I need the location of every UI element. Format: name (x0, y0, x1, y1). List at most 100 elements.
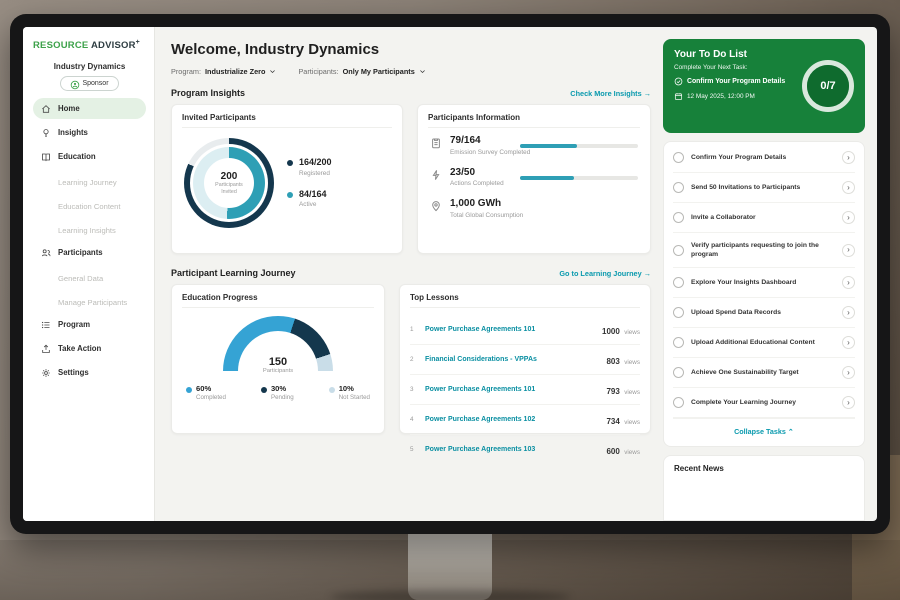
stat-emission-survey: 79/164 Emission Survey Completed (428, 135, 640, 156)
legend-label: Pending (270, 394, 294, 401)
chevron-right-icon[interactable]: › (842, 276, 855, 290)
sidebar-item-insights[interactable]: Insights (33, 122, 146, 143)
sidebar-item-program[interactable]: Program (33, 314, 146, 335)
task-checkbox[interactable] (673, 397, 684, 409)
education-legend-dot (260, 386, 267, 393)
stat-bar-fill (520, 175, 575, 180)
lesson-link[interactable]: Power Purchase Agreements 101 (425, 386, 536, 393)
lesson-link[interactable]: Financial Considerations - VPPAs (425, 356, 537, 363)
lesson-link[interactable]: Power Purchase Agreements 103 (425, 446, 536, 453)
collapse-tasks-link[interactable]: Collapse Tasks ⌃ (673, 418, 855, 443)
task-label: Complete Your Learning Journey (691, 399, 796, 407)
monitor-stand (408, 534, 492, 600)
task-checkbox[interactable] (673, 182, 684, 193)
sidebar-item-participants[interactable]: Participants (33, 242, 146, 263)
sidebar-item-home[interactable]: Home (33, 98, 146, 120)
participants-filter-label: Participants: (298, 67, 339, 76)
filters-row: Program: Industrialize Zero Participants… (171, 67, 651, 76)
task-row-upload-spend-data[interactable]: Upload Spend Data Records › (673, 298, 855, 329)
go-to-learning-journey-link[interactable]: Go to Learning Journey → (559, 269, 651, 278)
education-legend-dot (328, 386, 335, 393)
gauge-center-value: 150 (268, 356, 288, 368)
legend-pct: 10% (338, 384, 354, 393)
sidebar-item-settings[interactable]: Settings (33, 362, 146, 383)
todo-next-task-label: Confirm Your Program Details (687, 78, 786, 85)
legend-label: Not Started (338, 394, 370, 401)
invited-legend-dot (287, 191, 293, 198)
sidebar-item-label: Settings (58, 368, 89, 378)
arrow-right-icon: → (643, 88, 651, 98)
stat-label: Actions Completed (450, 180, 504, 187)
app-logo: RESOURCE ADVISOR+ (33, 39, 146, 51)
task-label: Confirm Your Program Details (691, 153, 787, 161)
lesson-rank: 1 (410, 326, 414, 333)
invited-donut-inner (193, 147, 265, 219)
task-label: Invite a Collaborator (691, 213, 756, 221)
home-icon (41, 104, 51, 114)
link-label: Go to Learning Journey (559, 268, 642, 278)
sidebar-item-learning-journey[interactable]: Learning Journey (58, 177, 117, 187)
task-row-send-invitations[interactable]: Send 50 Invitations to Participants › (673, 173, 855, 203)
task-checkbox[interactable] (673, 277, 684, 289)
todo-next-task[interactable]: Confirm Your Program Details (674, 77, 802, 86)
monitor-frame: RESOURCE ADVISOR+ Industry Dynamics Spon… (10, 14, 890, 534)
task-row-verify-participants[interactable]: Verify participants requesting to join t… (673, 233, 855, 269)
people-icon (41, 248, 51, 258)
task-checkbox[interactable] (673, 152, 684, 163)
task-label: Upload Spend Data Records (691, 309, 781, 317)
progress-bar (520, 144, 638, 148)
stat-global-consumption: 1,000 GWh Total Global Consumption (428, 198, 640, 219)
chevron-right-icon[interactable]: › (842, 336, 855, 350)
upload-arrow-icon (41, 344, 51, 354)
chevron-right-icon[interactable]: › (842, 151, 855, 164)
task-row-invite-collaborator[interactable]: Invite a Collaborator › (673, 203, 855, 233)
invited-legend-dot (287, 159, 293, 166)
sidebar-item-education[interactable]: Education (33, 146, 146, 167)
chevron-right-icon[interactable]: › (842, 211, 855, 224)
check-more-insights-link[interactable]: Check More Insights → (570, 89, 651, 98)
progress-bar (520, 175, 638, 180)
chevron-right-icon[interactable]: › (842, 306, 855, 320)
task-row-explore-insights[interactable]: Explore Your Insights Dashboard › (673, 268, 855, 299)
gear-icon (41, 368, 51, 378)
learning-journey-header: Participant Learning Journey Go to Learn… (171, 268, 651, 278)
task-checkbox[interactable] (673, 212, 684, 223)
invited-donut-chart: 200 Participants Invited (184, 138, 274, 228)
participants-filter-value: Only My Participants (342, 67, 415, 76)
lesson-row: 5 Power Purchase Agreements 103 600 view… (410, 435, 640, 464)
task-row-achieve-target[interactable]: Achieve One Sustainability Target › (673, 358, 855, 389)
legend-item-completed: 60% Completed (186, 384, 226, 401)
sidebar-item-label: Education (58, 152, 96, 162)
sidebar-item-learning-insights[interactable]: Learning Insights (58, 225, 116, 235)
donut-center-value: 200 (220, 170, 238, 182)
task-row-complete-learning-journey[interactable]: Complete Your Learning Journey › (673, 388, 855, 419)
sidebar: RESOURCE ADVISOR+ Industry Dynamics Spon… (23, 27, 155, 521)
sidebar-item-take-action[interactable]: Take Action (33, 338, 146, 359)
task-checkbox[interactable] (673, 307, 684, 319)
chevron-right-icon[interactable]: › (842, 181, 855, 194)
lesson-link[interactable]: Power Purchase Agreements 101 (425, 326, 536, 333)
program-filter[interactable]: Program: Industrialize Zero (171, 67, 276, 76)
task-checkbox[interactable] (673, 337, 684, 349)
stat-value: 1,000 GWh (450, 198, 502, 209)
chevron-right-icon[interactable]: › (842, 396, 855, 410)
legend-value: 84/164 (299, 188, 327, 199)
sidebar-item-manage-participants[interactable]: Manage Participants (58, 297, 128, 307)
sidebar-item-general-data[interactable]: General Data (58, 273, 104, 283)
sidebar-item-label: Insights (58, 128, 88, 138)
task-row-confirm-program[interactable]: Confirm Your Program Details › (673, 143, 855, 173)
education-progress-card: Education Progress 150 Participants 60% … (171, 284, 385, 434)
chevron-right-icon[interactable]: › (842, 366, 855, 380)
chevron-right-icon[interactable]: › (842, 243, 855, 257)
sidebar-item-education-content[interactable]: Education Content (58, 201, 121, 211)
lesson-link[interactable]: Power Purchase Agreements 102 (425, 416, 536, 423)
lesson-row: 3 Power Purchase Agreements 101 793 view… (410, 375, 640, 405)
task-checkbox[interactable] (673, 367, 684, 379)
stat-label: Emission Survey Completed (450, 148, 531, 156)
participants-filter[interactable]: Participants: Only My Participants (298, 67, 425, 76)
task-checkbox[interactable] (673, 244, 684, 256)
task-row-upload-educational-content[interactable]: Upload Additional Educational Content › (673, 328, 855, 359)
sponsor-icon (70, 80, 80, 89)
lesson-views: 803 (606, 356, 620, 366)
sponsor-badge[interactable]: Sponsor (60, 76, 119, 92)
